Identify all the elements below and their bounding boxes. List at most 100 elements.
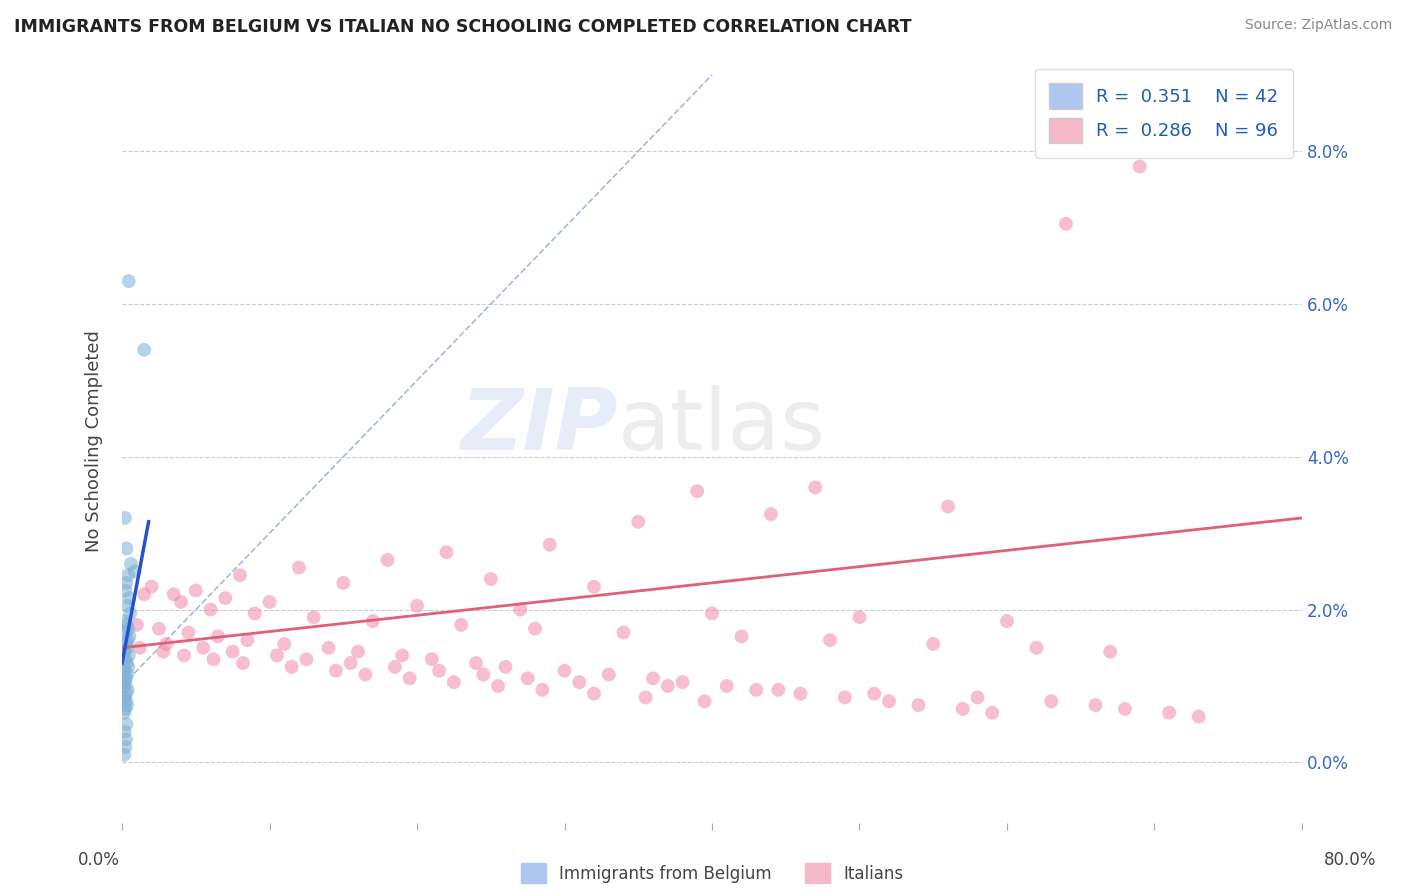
- Point: [981, 706, 1004, 720]
- Text: IMMIGRANTS FROM BELGIUM VS ITALIAN NO SCHOOLING COMPLETED CORRELATION CHART: IMMIGRANTS FROM BELGIUM VS ITALIAN NO SC…: [14, 18, 911, 36]
- Point: [259, 595, 281, 609]
- Point: [339, 656, 361, 670]
- Point: [1084, 698, 1107, 712]
- Point: [598, 667, 620, 681]
- Point: [398, 671, 420, 685]
- Point: [554, 664, 576, 678]
- Point: [568, 675, 591, 690]
- Point: [295, 652, 318, 666]
- Point: [112, 747, 135, 762]
- Point: [524, 622, 547, 636]
- Point: [115, 687, 138, 701]
- Point: [922, 637, 945, 651]
- Point: [582, 580, 605, 594]
- Point: [114, 583, 136, 598]
- Point: [134, 343, 156, 357]
- Point: [193, 640, 215, 655]
- Legend: R =  0.351    N = 42, R =  0.286    N = 96: R = 0.351 N = 42, R = 0.286 N = 96: [1035, 69, 1294, 158]
- Point: [115, 698, 138, 712]
- Point: [117, 568, 139, 582]
- Point: [818, 633, 841, 648]
- Point: [612, 625, 634, 640]
- Point: [361, 614, 384, 628]
- Point: [516, 671, 538, 685]
- Text: 80.0%: 80.0%: [1323, 851, 1376, 869]
- Point: [384, 660, 406, 674]
- Point: [266, 648, 288, 663]
- Point: [789, 687, 811, 701]
- Point: [538, 538, 561, 552]
- Point: [804, 480, 827, 494]
- Point: [877, 694, 900, 708]
- Point: [450, 618, 472, 632]
- Point: [420, 652, 443, 666]
- Point: [232, 656, 254, 670]
- Point: [115, 640, 138, 655]
- Point: [114, 614, 136, 628]
- Point: [354, 667, 377, 681]
- Point: [115, 541, 138, 556]
- Point: [347, 645, 370, 659]
- Point: [318, 640, 340, 655]
- Point: [995, 614, 1018, 628]
- Point: [236, 633, 259, 648]
- Point: [115, 618, 138, 632]
- Y-axis label: No Schooling Completed: No Schooling Completed: [86, 331, 103, 552]
- Point: [214, 591, 236, 606]
- Point: [115, 575, 138, 590]
- Point: [495, 660, 517, 674]
- Point: [118, 274, 141, 288]
- Point: [112, 679, 135, 693]
- Point: [657, 679, 679, 693]
- Point: [693, 694, 716, 708]
- Point: [114, 702, 136, 716]
- Point: [479, 572, 502, 586]
- Point: [907, 698, 929, 712]
- Point: [173, 648, 195, 663]
- Point: [114, 511, 136, 525]
- Point: [114, 675, 136, 690]
- Point: [118, 629, 141, 643]
- Point: [745, 682, 768, 697]
- Point: [1054, 217, 1077, 231]
- Point: [759, 507, 782, 521]
- Point: [465, 656, 488, 670]
- Point: [1159, 706, 1181, 720]
- Point: [200, 602, 222, 616]
- Point: [716, 679, 738, 693]
- Point: [391, 648, 413, 663]
- Point: [848, 610, 870, 624]
- Text: Source: ZipAtlas.com: Source: ZipAtlas.com: [1244, 18, 1392, 32]
- Point: [125, 618, 148, 632]
- Point: [243, 607, 266, 621]
- Point: [1129, 160, 1152, 174]
- Point: [1099, 645, 1122, 659]
- Point: [280, 660, 302, 674]
- Text: ZIP: ZIP: [460, 384, 617, 467]
- Point: [768, 682, 790, 697]
- Point: [332, 575, 354, 590]
- Point: [641, 671, 664, 685]
- Point: [834, 690, 856, 705]
- Point: [406, 599, 429, 613]
- Point: [115, 656, 138, 670]
- Point: [134, 587, 156, 601]
- Point: [120, 557, 142, 571]
- Point: [273, 637, 295, 651]
- Point: [163, 587, 186, 601]
- Point: [472, 667, 495, 681]
- Point: [436, 545, 458, 559]
- Point: [115, 637, 138, 651]
- Point: [582, 687, 605, 701]
- Text: 0.0%: 0.0%: [77, 851, 120, 869]
- Point: [152, 645, 174, 659]
- Point: [117, 633, 139, 648]
- Point: [148, 622, 170, 636]
- Point: [936, 500, 959, 514]
- Point: [966, 690, 988, 705]
- Point: [114, 664, 136, 678]
- Point: [117, 682, 139, 697]
- Point: [1188, 709, 1211, 723]
- Point: [155, 637, 177, 651]
- Point: [1114, 702, 1136, 716]
